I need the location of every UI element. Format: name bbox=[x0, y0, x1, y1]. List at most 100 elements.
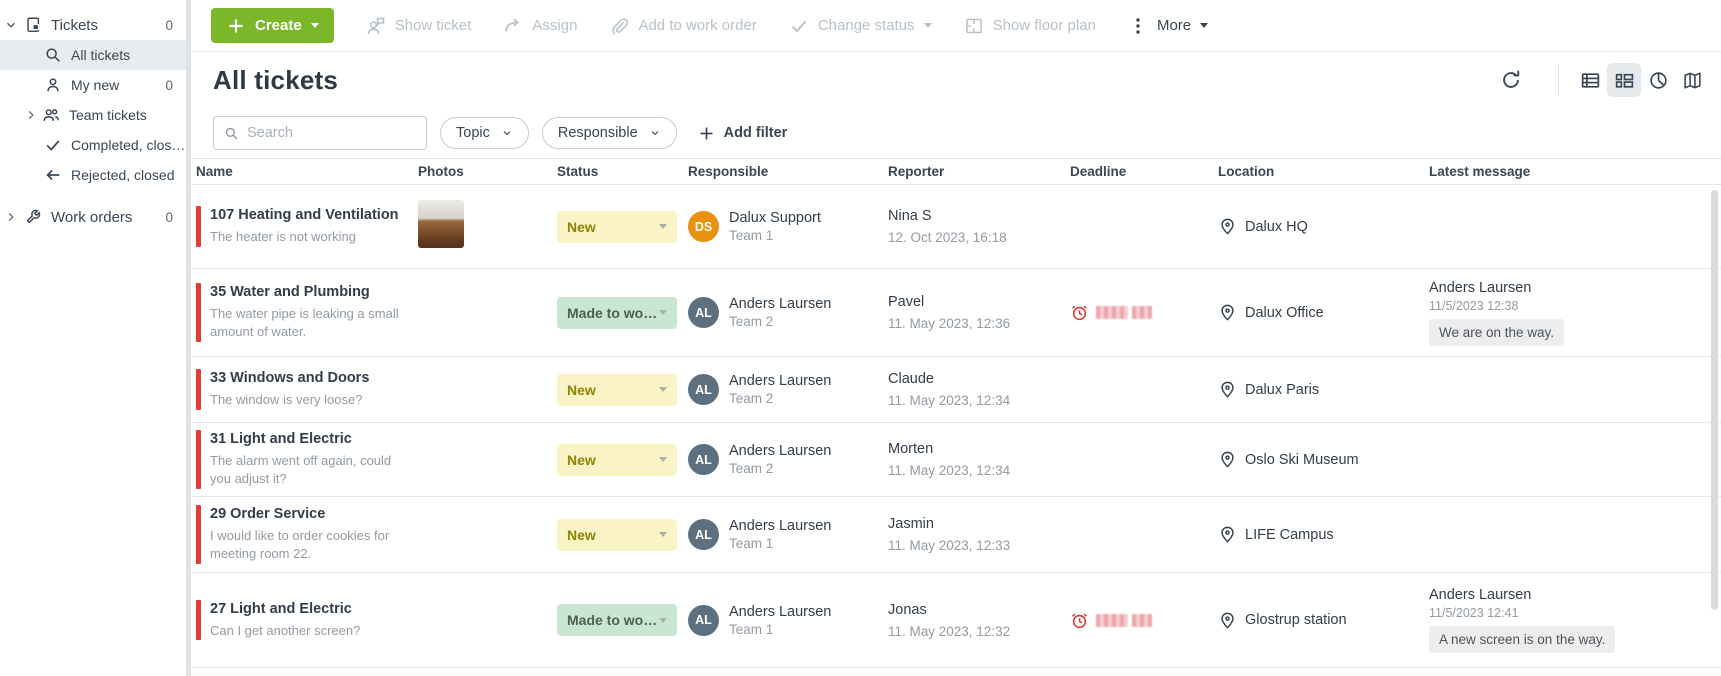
map-view-button[interactable] bbox=[1675, 63, 1709, 97]
responsible-name: Anders Laursen bbox=[729, 518, 832, 534]
ticket-photo[interactable] bbox=[418, 200, 464, 248]
create-button[interactable]: Create bbox=[211, 8, 334, 43]
column-header-photos[interactable]: Photos bbox=[418, 164, 464, 179]
ticket-description: The alarm went off again, could you adju… bbox=[210, 453, 392, 487]
status-dropdown[interactable]: New bbox=[557, 518, 677, 551]
kebab-menu-icon bbox=[1136, 17, 1140, 34]
sidebar-item-work-orders[interactable]: Work orders 0 bbox=[0, 202, 186, 232]
reporter-name: Nina S bbox=[888, 208, 932, 224]
table-row[interactable]: 27 Light and Electric Can I get another … bbox=[191, 573, 1721, 668]
person-icon bbox=[44, 76, 62, 94]
column-header-latest-message[interactable]: Latest message bbox=[1429, 164, 1531, 179]
caret-down-icon bbox=[923, 23, 932, 28]
responsible-filter-label: Responsible bbox=[557, 125, 638, 141]
caret-down-icon bbox=[659, 617, 667, 623]
priority-bar bbox=[196, 430, 201, 489]
refresh-button[interactable] bbox=[1494, 63, 1528, 97]
card-view-button[interactable] bbox=[1607, 63, 1641, 97]
show-ticket-label: Show ticket bbox=[394, 17, 472, 34]
column-header-reporter[interactable]: Reporter bbox=[888, 164, 945, 179]
paperclip-icon bbox=[612, 17, 629, 35]
reporter-name: Pavel bbox=[888, 294, 925, 310]
priority-bar bbox=[196, 369, 201, 410]
chevron-right-icon[interactable] bbox=[20, 109, 42, 121]
search-box bbox=[213, 116, 427, 150]
status-dropdown[interactable]: Made to wo… bbox=[557, 604, 677, 636]
table-row[interactable]: 31 Light and Electric The alarm went off… bbox=[191, 423, 1721, 497]
vertical-scrollbar[interactable] bbox=[1711, 190, 1718, 610]
location-pin-icon bbox=[1218, 611, 1237, 630]
toolbar-divider bbox=[1558, 65, 1559, 95]
avatar: AL bbox=[688, 297, 719, 328]
table-row[interactable]: 35 Water and Plumbing The water pipe is … bbox=[191, 269, 1721, 357]
sidebar-item-completed-closed[interactable]: Completed, clos… bbox=[0, 130, 186, 160]
sidebar-item-my-new[interactable]: My new 0 bbox=[0, 70, 186, 100]
check-icon bbox=[791, 20, 807, 32]
responsible-filter-dropdown[interactable]: Responsible bbox=[541, 117, 677, 149]
table-view-icon bbox=[1581, 72, 1599, 88]
sidebar-item-label: Completed, clos… bbox=[71, 137, 186, 153]
caret-down-icon bbox=[659, 387, 667, 392]
sidebar-item-all-tickets[interactable]: All tickets bbox=[0, 40, 186, 70]
assign-label: Assign bbox=[532, 17, 578, 34]
responsible-team: Team 1 bbox=[729, 621, 774, 637]
chevron-down-icon bbox=[503, 131, 511, 136]
person-speech-icon bbox=[367, 17, 385, 34]
add-to-work-order-label: Add to work order bbox=[638, 17, 757, 34]
message-bubble: A new screen is on the way. bbox=[1429, 626, 1616, 653]
deadline-redacted bbox=[1096, 306, 1152, 319]
ticket-title: 31 Light and Electric bbox=[210, 431, 352, 448]
status-dropdown[interactable]: New bbox=[557, 373, 677, 406]
column-header-name[interactable]: Name bbox=[196, 164, 233, 179]
ticket-title: 35 Water and Plumbing bbox=[210, 284, 370, 301]
reporter-date: 11. May 2023, 12:34 bbox=[888, 463, 1011, 478]
show-floor-plan-button[interactable]: Show floor plan bbox=[964, 16, 1096, 36]
sidebar-item-team-tickets[interactable]: Team tickets bbox=[0, 100, 186, 130]
topic-filter-dropdown[interactable]: Topic bbox=[440, 117, 529, 149]
more-button[interactable]: More bbox=[1128, 16, 1209, 36]
message-bubble: We are on the way. bbox=[1429, 318, 1565, 346]
location-pin-icon bbox=[1218, 380, 1237, 399]
show-ticket-button[interactable]: Show ticket bbox=[366, 16, 472, 36]
ticket-title: 27 Light and Electric bbox=[210, 600, 352, 617]
status-label: New bbox=[567, 381, 596, 398]
column-header-status[interactable]: Status bbox=[557, 164, 599, 179]
column-header-responsible[interactable]: Responsible bbox=[688, 164, 769, 179]
column-header-location[interactable]: Location bbox=[1218, 164, 1275, 179]
status-dropdown[interactable]: Made to wo… bbox=[557, 296, 677, 329]
ticket-title: 29 Order Service bbox=[210, 506, 326, 523]
add-filter-button[interactable]: Add filter bbox=[698, 125, 787, 142]
caret-down-icon bbox=[659, 457, 667, 462]
chevron-down-icon[interactable] bbox=[0, 18, 22, 32]
create-button-label: Create bbox=[255, 17, 302, 34]
sidebar-item-tickets[interactable]: Tickets 0 bbox=[0, 10, 186, 40]
chart-view-button[interactable] bbox=[1641, 63, 1675, 97]
add-to-work-order-button[interactable]: Add to work order bbox=[609, 16, 757, 36]
more-label: More bbox=[1156, 17, 1192, 34]
search-input[interactable] bbox=[246, 125, 416, 141]
location-label: Oslo Ski Museum bbox=[1245, 451, 1359, 468]
avatar: AL bbox=[688, 519, 719, 550]
change-status-button[interactable]: Change status bbox=[789, 16, 932, 36]
avatar: AL bbox=[688, 444, 719, 475]
reporter-date: 12. Oct 2023, 16:18 bbox=[888, 230, 1007, 245]
table-row[interactable]: 33 Windows and Doors The window is very … bbox=[191, 357, 1721, 423]
table-view-button[interactable] bbox=[1573, 63, 1607, 97]
responsible-name: Anders Laursen bbox=[729, 603, 832, 620]
sidebar-item-rejected-closed[interactable]: Rejected, closed bbox=[0, 160, 186, 190]
show-floor-plan-label: Show floor plan bbox=[992, 17, 1096, 34]
sidebar-spacer bbox=[0, 190, 186, 202]
table-row[interactable]: 107 Heating and Ventilation The heater i… bbox=[191, 185, 1721, 269]
reporter-name: Morten bbox=[888, 441, 934, 457]
assign-button[interactable]: Assign bbox=[503, 16, 577, 36]
action-toolbar: Create Show ticket Assign Add to work or… bbox=[191, 0, 1721, 52]
status-dropdown[interactable]: New bbox=[557, 443, 677, 476]
location-label: LIFE Campus bbox=[1245, 526, 1334, 543]
chevron-right-icon[interactable] bbox=[0, 211, 22, 223]
status-dropdown[interactable]: New bbox=[557, 210, 677, 243]
table-row[interactable]: 29 Order Service I would like to order c… bbox=[191, 497, 1721, 573]
reporter-name: Jonas bbox=[888, 601, 927, 618]
view-tools bbox=[1494, 63, 1709, 97]
column-header-deadline[interactable]: Deadline bbox=[1070, 164, 1127, 179]
responsible-team: Team 2 bbox=[729, 461, 774, 476]
